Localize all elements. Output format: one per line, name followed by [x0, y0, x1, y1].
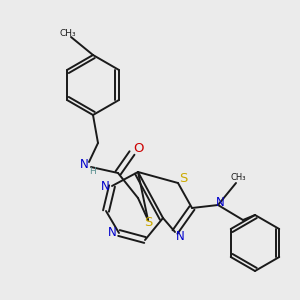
Text: O: O	[134, 142, 144, 154]
Text: N: N	[80, 158, 88, 172]
Text: CH₃: CH₃	[60, 29, 76, 38]
Text: H: H	[88, 167, 95, 176]
Text: S: S	[179, 172, 187, 185]
Text: CH₃: CH₃	[230, 172, 246, 182]
Text: S: S	[144, 217, 152, 230]
Text: N: N	[176, 230, 184, 244]
Text: N: N	[100, 179, 109, 193]
Text: N: N	[108, 226, 116, 239]
Text: N: N	[216, 196, 224, 208]
